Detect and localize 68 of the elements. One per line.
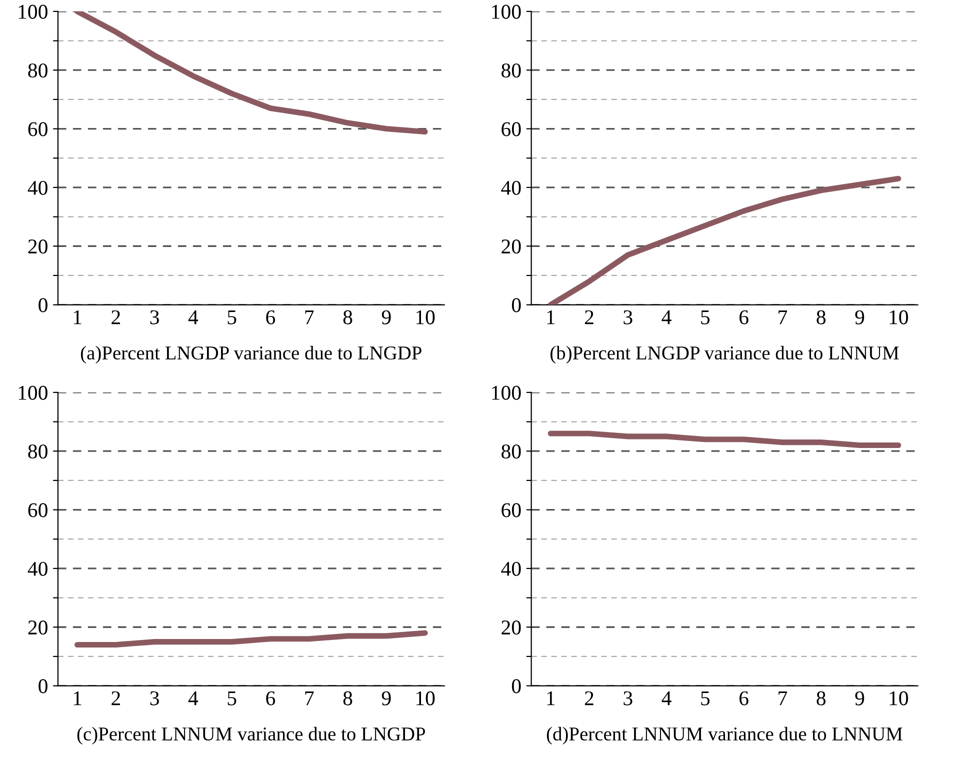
x-tick-label: 2: [584, 691, 594, 706]
x-tick-label: 9: [855, 310, 864, 324]
x-tick-label: 8: [816, 310, 826, 324]
y-tick-label: 100: [18, 4, 48, 19]
x-tick-label: 7: [778, 691, 788, 706]
x-tick-label: 10: [890, 691, 908, 706]
y-tick-label: 100: [492, 4, 521, 19]
x-tick-label: 4: [662, 691, 672, 706]
x-tick-label: 10: [416, 310, 435, 324]
y-tick-label: 20: [502, 620, 521, 635]
x-tick-label: 1: [74, 691, 82, 706]
x-tick-label: 3: [624, 691, 632, 706]
y-tick-label: 20: [28, 620, 48, 635]
x-tick-label: 6: [740, 691, 748, 706]
x-tick-label: 5: [701, 691, 710, 706]
y-tick-label: 40: [28, 180, 48, 195]
x-tick-label: 1: [547, 310, 555, 324]
x-tick-label: 9: [855, 691, 864, 706]
x-tick-label: 6: [266, 310, 276, 324]
x-tick-label: 4: [188, 691, 198, 706]
y-tick-label: 20: [28, 240, 48, 254]
x-tick-label: 10: [890, 310, 908, 324]
y-tick-label: 60: [28, 503, 48, 518]
x-tick-label: 1: [547, 691, 555, 706]
x-tick-label: 10: [416, 691, 435, 706]
y-tick-label: 80: [28, 63, 48, 78]
x-tick-label: 7: [305, 691, 314, 706]
x-tick-label: 6: [266, 691, 276, 706]
x-tick-label: 8: [816, 691, 826, 706]
y-tick-label: 40: [28, 562, 48, 576]
x-tick-label: 4: [188, 310, 198, 324]
x-tick-label: 2: [112, 691, 120, 706]
x-tick-label: 1: [74, 310, 82, 324]
y-tick-label: 60: [502, 503, 521, 518]
x-tick-label: 6: [740, 310, 748, 324]
x-tick-label: 7: [778, 310, 788, 324]
x-tick-label: 3: [624, 310, 632, 324]
x-tick-label: 8: [343, 691, 352, 706]
text: (d)Percent LNNUM variance due to LNNUM: [546, 726, 902, 745]
text: (c)Percent LNNUM variance due to LNGDP: [77, 726, 426, 745]
y-tick-label: 0: [38, 679, 48, 694]
y-tick-label: 80: [502, 444, 521, 459]
y-tick-label: 80: [502, 63, 521, 78]
y-tick-label: 0: [512, 679, 521, 694]
x-tick-label: 5: [701, 310, 710, 324]
text: (a)Percent LNGDP variance due to LNGDP: [80, 346, 422, 364]
y-tick-label: 60: [28, 122, 48, 136]
x-tick-label: 5: [228, 310, 236, 324]
x-tick-label: 2: [112, 310, 120, 324]
text: (b)Percent LNGDP variance due to LNNUM: [550, 346, 899, 364]
x-tick-label: 9: [382, 310, 391, 324]
x-tick-label: 7: [305, 310, 314, 324]
y-tick-label: 80: [28, 444, 48, 459]
x-tick-label: 3: [150, 691, 159, 706]
y-tick-label: 40: [501, 180, 521, 195]
x-tick-label: 3: [150, 310, 159, 324]
y-tick-label: 100: [492, 386, 521, 400]
y-tick-label: 20: [502, 240, 521, 254]
y-tick-label: 60: [502, 122, 521, 136]
y-tick-label: 100: [18, 386, 48, 400]
y-tick-label: 0: [512, 298, 521, 312]
x-tick-label: 4: [662, 310, 672, 324]
y-tick-label: 0: [38, 298, 48, 312]
y-tick-label: 40: [501, 562, 521, 576]
x-tick-label: 5: [228, 691, 236, 706]
x-tick-label: 8: [343, 310, 352, 324]
x-tick-label: 2: [584, 310, 594, 324]
x-tick-label: 9: [382, 691, 391, 706]
